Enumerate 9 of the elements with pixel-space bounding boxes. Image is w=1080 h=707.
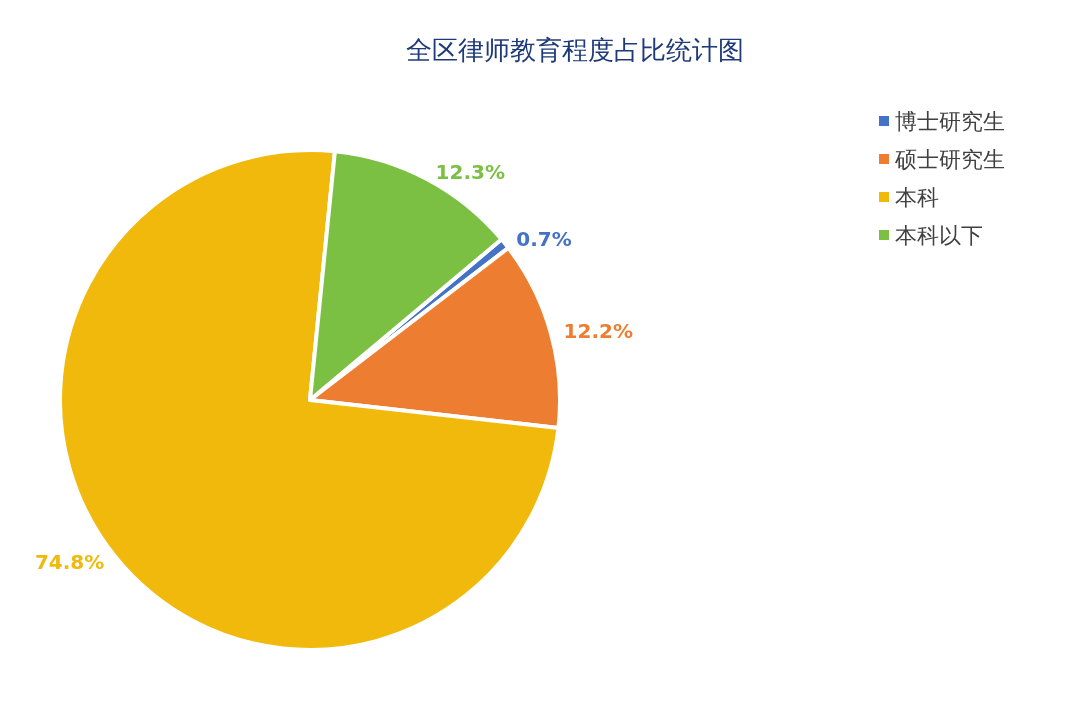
data-label: 74.8% xyxy=(34,550,105,575)
data-label: 12.2% xyxy=(563,318,633,343)
legend-label: 本科以下 xyxy=(895,222,983,248)
data-label: 12.3% xyxy=(435,159,505,184)
legend-label: 本科 xyxy=(895,184,939,210)
legend-label: 硕士研究生 xyxy=(894,146,1005,172)
data-label: 0.7% xyxy=(516,226,572,251)
chart-title: 全区律师教育程度占比统计图 xyxy=(406,35,744,65)
legend-label: 博士研究生 xyxy=(895,108,1005,134)
